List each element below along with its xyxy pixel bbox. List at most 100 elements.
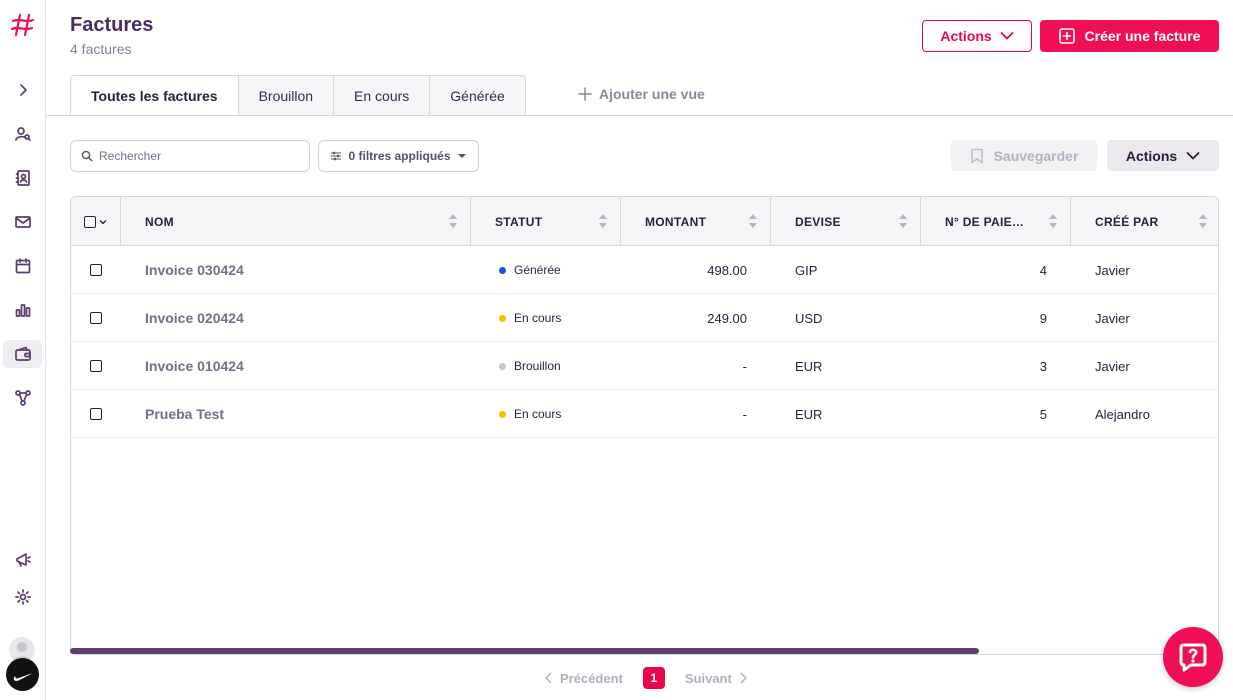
tab-generated[interactable]: Générée xyxy=(430,75,526,116)
table-header: NOM STATUT MONTANT DEVISE N° DE PAIEMEN.… xyxy=(71,197,1218,246)
column-header-statut[interactable]: STATUT xyxy=(471,197,621,246)
save-view-button[interactable]: Sauvegarder xyxy=(951,140,1097,171)
status-badge: En cours xyxy=(499,390,561,438)
created-by-cell: Javier xyxy=(1095,262,1130,278)
chevron-right-icon xyxy=(740,672,747,684)
row-checkbox[interactable] xyxy=(90,408,102,420)
amount-cell: 249.00 xyxy=(707,310,747,326)
actions-dropdown-button[interactable]: Actions xyxy=(922,20,1032,52)
row-checkbox-cell xyxy=(90,342,102,390)
sort-icon[interactable] xyxy=(898,212,908,230)
table-actions-label: Actions xyxy=(1125,147,1178,164)
column-header-nom[interactable]: NOM xyxy=(121,197,471,246)
megaphone-icon[interactable] xyxy=(3,546,42,574)
invoice-name-link[interactable]: Prueba Test xyxy=(145,406,225,422)
created-by-cell: Javier xyxy=(1095,358,1130,374)
help-chat-button[interactable] xyxy=(1163,627,1223,687)
invoice-name-link[interactable]: Invoice 020424 xyxy=(145,310,244,326)
logo-hash-icon[interactable] xyxy=(9,11,37,39)
page-number-current[interactable]: 1 xyxy=(642,667,665,689)
sort-icon[interactable] xyxy=(1048,212,1058,230)
add-view-button[interactable]: Ajouter une vue xyxy=(578,86,705,102)
status-dot xyxy=(499,362,506,370)
previous-label: Précédent xyxy=(560,670,623,686)
row-checkbox-cell xyxy=(90,294,102,342)
table-row[interactable]: Invoice 010424 Brouillon - EUR 3 Javier xyxy=(71,342,1218,390)
plus-square-icon xyxy=(1058,28,1075,44)
filters-button[interactable]: 0 filtres appliqués xyxy=(318,140,479,172)
status-dot xyxy=(499,410,506,418)
tab-label: Toutes les factures xyxy=(91,87,218,104)
payment-number-cell: 5 xyxy=(1039,406,1047,422)
checkbox[interactable] xyxy=(84,215,96,228)
search-box[interactable] xyxy=(70,140,310,172)
wallet-icon[interactable] xyxy=(3,340,42,368)
tabs-divider xyxy=(46,115,1233,116)
currency-cell: EUR xyxy=(795,358,823,374)
invoice-name-link[interactable]: Invoice 010424 xyxy=(145,358,244,374)
company-logo-swoosh-icon[interactable] xyxy=(6,658,39,691)
row-checkbox[interactable] xyxy=(90,360,102,372)
payment-number-cell: 9 xyxy=(1039,310,1047,326)
column-header-cree-par[interactable]: CRÉÉ PAR xyxy=(1071,197,1218,246)
bar-chart-icon[interactable] xyxy=(3,296,42,324)
status-label: Brouillon xyxy=(514,359,561,373)
contacts-search-icon[interactable] xyxy=(3,120,42,148)
create-invoice-button[interactable]: Créer une facture xyxy=(1040,20,1219,52)
table-row[interactable]: Prueba Test En cours - EUR 5 Alejandro xyxy=(71,390,1218,438)
invoice-name-link[interactable]: Invoice 030424 xyxy=(145,262,244,278)
table-row[interactable]: Invoice 020424 En cours 249.00 USD 9 Javier xyxy=(71,294,1218,342)
next-label: Suivant xyxy=(684,670,732,686)
tab-label: En cours xyxy=(354,87,410,104)
save-label: Sauvegarder xyxy=(993,147,1079,164)
column-header-paiement[interactable]: N° DE PAIEMEN... xyxy=(921,197,1071,246)
row-checkbox[interactable] xyxy=(90,264,102,276)
chevron-down-icon xyxy=(1186,151,1200,160)
column-header-devise[interactable]: DEVISE xyxy=(771,197,921,246)
status-badge: Générée xyxy=(499,246,561,294)
sort-icon[interactable] xyxy=(448,212,458,230)
column-header-montant[interactable]: MONTANT xyxy=(621,197,771,246)
next-page-button[interactable]: Suivant xyxy=(685,671,747,686)
search-input[interactable] xyxy=(99,149,299,163)
sidebar xyxy=(0,0,46,700)
chevron-down-icon xyxy=(1000,32,1014,40)
column-label: STATUT xyxy=(495,214,543,229)
status-dot xyxy=(499,266,506,274)
tab-in-progress[interactable]: En cours xyxy=(334,75,431,116)
select-all-checkbox[interactable] xyxy=(84,215,107,228)
mail-icon[interactable] xyxy=(3,208,42,236)
workflow-icon[interactable] xyxy=(3,384,42,412)
sort-icon[interactable] xyxy=(598,212,608,230)
address-book-icon[interactable] xyxy=(3,164,42,192)
column-label: N° DE PAIEMEN... xyxy=(945,214,1033,229)
created-by-cell: Alejandro xyxy=(1095,406,1150,422)
create-invoice-label: Créer une facture xyxy=(1084,28,1201,44)
tab-label: Brouillon xyxy=(258,87,314,104)
tab-all-invoices[interactable]: Toutes les factures xyxy=(70,75,239,116)
payment-number-cell: 4 xyxy=(1039,262,1047,278)
sort-icon[interactable] xyxy=(1198,212,1208,230)
row-checkbox[interactable] xyxy=(90,312,102,324)
calendar-icon[interactable] xyxy=(3,252,42,280)
status-label: En cours xyxy=(514,311,562,325)
table-actions-button[interactable]: Actions xyxy=(1107,140,1219,171)
help-chat-icon xyxy=(1179,643,1207,672)
row-checkbox-cell xyxy=(90,390,102,438)
amount-cell: - xyxy=(742,406,747,422)
sort-icon[interactable] xyxy=(748,212,758,230)
tab-draft[interactable]: Brouillon xyxy=(238,75,335,116)
amount-cell: 498.00 xyxy=(707,262,747,278)
horizontal-scrollbar[interactable] xyxy=(70,648,979,654)
table-row[interactable]: Invoice 030424 Générée 498.00 GIP 4 Javier xyxy=(71,246,1218,294)
column-label: NOM xyxy=(145,214,174,229)
row-checkbox-cell xyxy=(90,246,102,294)
select-all-column xyxy=(71,197,121,246)
expand-sidebar-icon[interactable] xyxy=(3,76,42,104)
previous-page-button[interactable]: Précédent xyxy=(545,671,623,686)
column-label: MONTANT xyxy=(645,214,707,229)
column-label: DEVISE xyxy=(795,214,841,229)
actions-label: Actions xyxy=(940,28,992,44)
gear-icon[interactable] xyxy=(3,583,42,611)
amount-cell: - xyxy=(742,358,747,374)
